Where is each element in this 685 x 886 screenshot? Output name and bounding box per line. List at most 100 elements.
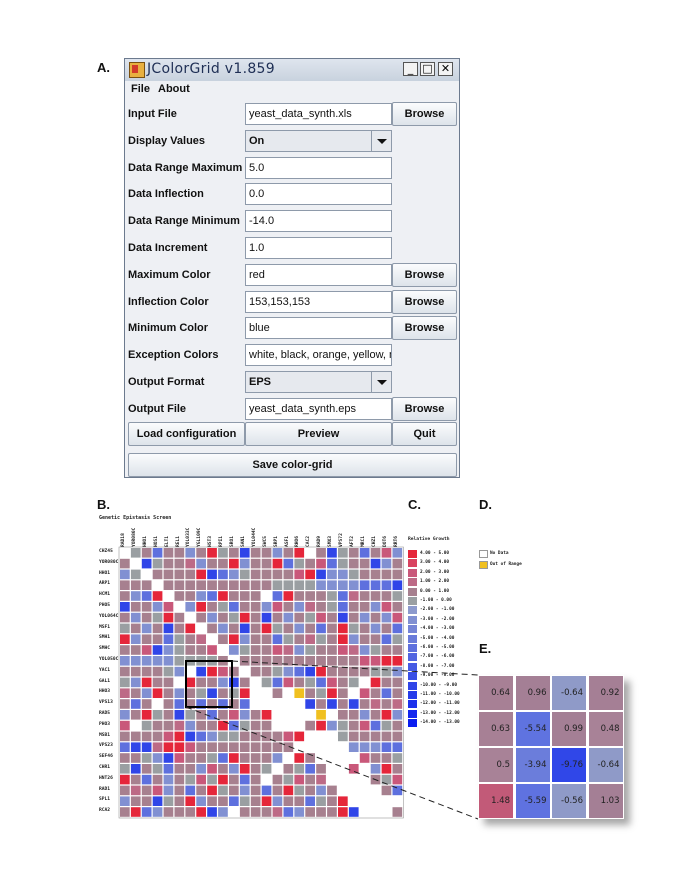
heatmap-cell <box>359 807 370 817</box>
heatmap-cell <box>152 634 163 644</box>
heatmap-cell <box>370 720 381 731</box>
heatmap-cell <box>348 623 359 634</box>
legend-label: -3.00 - -2.00 <box>420 616 455 622</box>
heatmap-cell <box>316 699 326 709</box>
text-field[interactable]: blue <box>245 317 392 340</box>
heatmap-cell <box>120 774 130 785</box>
heatmap-cell <box>207 688 217 698</box>
heatmap-cell <box>305 699 315 709</box>
heatmap-cell <box>130 612 141 623</box>
browse-button[interactable]: Browse <box>392 102 457 126</box>
heatmap-cell <box>141 720 152 731</box>
load-configuration-button[interactable]: Load configuration <box>128 422 245 446</box>
preview-button[interactable]: Preview <box>245 422 392 446</box>
menu-about[interactable]: About <box>158 83 190 95</box>
heatmap-cell <box>381 796 392 806</box>
heatmap-cell <box>316 796 326 806</box>
dropdown-select[interactable]: EPS <box>245 371 392 393</box>
close-button[interactable]: ✕ <box>438 62 453 76</box>
heatmap-cell <box>163 580 174 590</box>
heatmap-cell <box>381 785 392 796</box>
heatmap-cell <box>141 580 152 590</box>
heatmap-cell <box>294 774 305 785</box>
heatmap-cell <box>152 666 163 677</box>
chevron-down-icon[interactable] <box>371 372 391 392</box>
heatmap-cell <box>152 731 163 742</box>
heatmap-cell <box>130 742 141 752</box>
heatmap-cell <box>381 774 392 785</box>
heatmap-cell <box>261 623 272 634</box>
heatmap-cell <box>239 548 250 558</box>
heatmap-row-label: PHO5 <box>99 603 111 608</box>
heatmap-cell <box>316 785 326 796</box>
heatmap-cell <box>196 731 206 742</box>
heatmap-cell <box>218 580 228 590</box>
heatmap-cell <box>163 548 174 558</box>
heatmap-title: Genetic Epistasis Screen <box>99 515 172 521</box>
heatmap-cell <box>152 558 163 569</box>
title-bar[interactable]: JColorGrid v1.859 _ □ ✕ <box>125 59 459 82</box>
text-field[interactable]: yeast_data_synth.xls <box>245 103 392 125</box>
minimize-button[interactable]: _ <box>403 62 418 76</box>
heatmap-cell <box>305 731 315 742</box>
heatmap-cell <box>130 677 141 688</box>
text-field[interactable]: 1.0 <box>245 237 392 259</box>
field-label: Display Values <box>128 134 206 147</box>
browse-button[interactable]: Browse <box>392 316 457 341</box>
text-field[interactable]: 0.0 <box>245 183 392 206</box>
browse-button[interactable]: Browse <box>392 262 457 287</box>
browse-button[interactable]: Browse <box>392 289 457 314</box>
heatmap-cell <box>294 764 305 774</box>
heatmap-cell <box>305 645 315 655</box>
heatmap-cell <box>327 699 337 709</box>
heatmap-cell <box>283 623 294 634</box>
heatmap-cell <box>338 731 348 742</box>
legend-swatch <box>408 700 417 709</box>
heatmap-cell <box>250 742 261 752</box>
menu-file[interactable]: File <box>131 83 150 95</box>
heatmap-cell <box>316 558 326 569</box>
heatmap-cell <box>239 634 250 644</box>
save-color-grid-button[interactable]: Save color-grid <box>128 453 457 477</box>
heatmap-cell <box>316 656 326 666</box>
quit-button[interactable]: Quit <box>392 422 457 446</box>
heatmap-cell <box>283 602 294 612</box>
heatmap-cell <box>185 774 196 785</box>
browse-button[interactable]: Browse <box>392 396 457 421</box>
dropdown-select[interactable]: On <box>245 129 392 152</box>
heatmap-cell <box>207 774 217 785</box>
field-value: red <box>249 268 265 281</box>
maximize-button[interactable]: □ <box>420 62 435 76</box>
heatmap-cell <box>261 602 272 612</box>
text-field[interactable]: 153,153,153 <box>245 290 392 313</box>
heatmap-cell <box>305 634 315 644</box>
heatmap-cell <box>392 699 403 709</box>
heatmap-cell <box>163 602 174 612</box>
heatmap-cell <box>261 807 272 817</box>
heatmap-cell <box>392 602 403 612</box>
chevron-down-icon[interactable] <box>371 130 391 151</box>
heatmap-cell <box>250 688 261 698</box>
heatmap-cell <box>163 612 174 623</box>
heatmap-cell <box>316 666 326 677</box>
heatmap-cell <box>272 710 283 720</box>
heatmap-cell <box>130 591 141 601</box>
legend-label: -1.00 - 0.00 <box>420 598 452 603</box>
heatmap-cell <box>207 742 217 752</box>
heatmap-cell <box>152 602 163 612</box>
heatmap-cell <box>207 580 217 590</box>
heatmap-cell <box>294 666 305 677</box>
heatmap-cell <box>239 774 250 785</box>
text-field[interactable]: red <box>245 263 392 286</box>
heatmap-cell <box>163 591 174 601</box>
heatmap-cell <box>218 569 228 580</box>
text-field[interactable]: 5.0 <box>245 156 392 179</box>
text-field[interactable]: yeast_data_synth.eps <box>245 397 392 420</box>
text-field[interactable]: white, black, orange, yellow, ma <box>245 344 392 367</box>
heatmap-cell <box>120 656 130 666</box>
legend-swatch <box>408 653 417 662</box>
heatmap-cell <box>261 548 272 558</box>
heatmap-cell <box>359 688 370 698</box>
heatmap-cell <box>218 764 228 774</box>
text-field[interactable]: -14.0 <box>245 210 392 233</box>
